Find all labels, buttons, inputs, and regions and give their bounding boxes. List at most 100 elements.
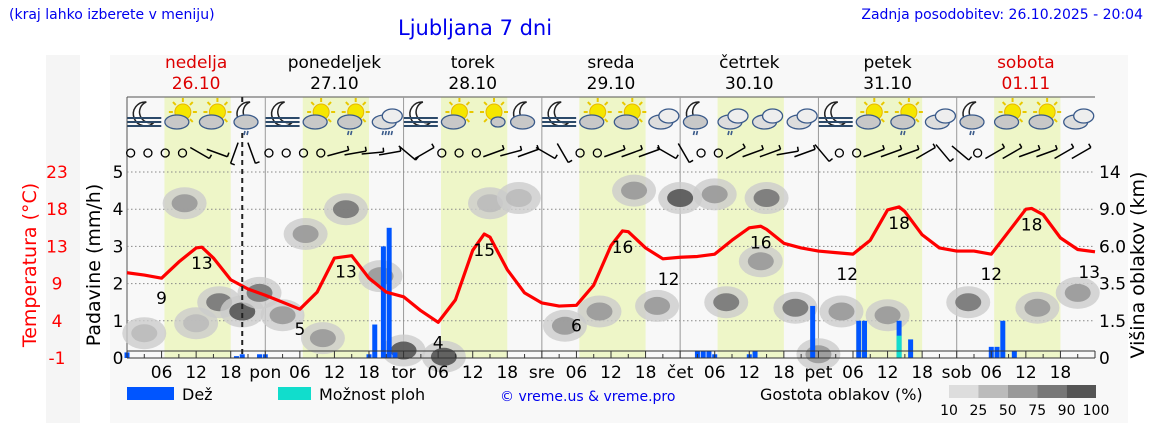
wind-feather — [742, 143, 746, 148]
sun-ray — [621, 101, 626, 106]
cloud-blob — [430, 347, 457, 366]
wind-shaft — [327, 149, 349, 157]
cloud-height-tick-label: 6.0 — [1099, 237, 1126, 257]
day-name: torek — [451, 53, 495, 73]
cloud-shape — [1073, 108, 1095, 124]
wind-shaft — [897, 148, 920, 158]
rain-bar — [856, 320, 862, 358]
sun-cloud-icon — [164, 98, 197, 130]
wind-calm-icon — [437, 148, 447, 158]
cloud-shape — [509, 114, 536, 130]
sun-ray — [863, 101, 868, 106]
wind-shaft — [951, 145, 970, 161]
wind-feather — [1054, 144, 1058, 150]
wind-feather — [230, 162, 235, 166]
location-menu-hint[interactable]: (kraj lahko izberete v meniju) — [9, 7, 215, 23]
x-tick-label: tor — [392, 363, 416, 383]
cloud-icon — [648, 108, 680, 130]
temp-tick-label: 23 — [46, 163, 68, 183]
cloud-shape — [440, 114, 467, 130]
wind-shaft — [621, 148, 643, 158]
cloud-shape — [233, 114, 259, 130]
temp-tick-label: 13 — [46, 237, 68, 257]
sun-ray — [915, 101, 920, 106]
rain-bar — [1011, 350, 1017, 358]
credit-link[interactable]: © vreme.us & vreme.pro — [500, 389, 675, 405]
wind-feather — [1018, 143, 1023, 148]
temp-tick-label: 4 — [52, 312, 63, 332]
x-tick-label: 12 — [600, 363, 622, 383]
wind-feather — [622, 144, 626, 150]
x-tick-label: pet — [804, 363, 832, 383]
wind-barb-icon — [247, 142, 260, 165]
temperature-label: 13 — [191, 254, 213, 274]
wind-shaft — [1002, 146, 1023, 160]
wind-barb-icon — [915, 143, 936, 160]
wind-shaft — [814, 144, 830, 162]
cloud-shape — [796, 108, 818, 124]
rain-drop — [903, 130, 906, 136]
wind-feather — [949, 158, 954, 163]
rain-bar — [810, 305, 816, 358]
cloud-shape — [993, 114, 1020, 130]
wind-feather — [519, 145, 523, 151]
x-tick-label: 12 — [324, 363, 346, 383]
sun-ray — [638, 101, 643, 106]
temperature-label: 16 — [750, 233, 772, 253]
cloud-shape — [1028, 114, 1054, 130]
temp-tick-label: 18 — [46, 200, 68, 220]
cloud-shape — [490, 116, 506, 128]
wind-calm-icon — [696, 148, 706, 158]
x-tick-label: čet — [667, 363, 694, 383]
wind-feather — [346, 145, 350, 151]
wind-shaft — [776, 150, 799, 156]
wind-shaft — [677, 143, 690, 163]
cloud-shape — [613, 114, 639, 130]
cloud-shape — [682, 114, 709, 130]
wind-barb-icon — [327, 145, 350, 157]
wind-shaft — [1018, 148, 1041, 158]
wind-calm-icon — [834, 148, 845, 158]
rain-bar — [380, 246, 386, 358]
rain-tick-label: 4 — [113, 200, 124, 220]
rain-drop — [381, 130, 385, 136]
moon-shape — [132, 101, 155, 127]
rain-bar — [700, 350, 706, 358]
sun-ray — [880, 118, 885, 123]
sun-ray — [172, 101, 177, 106]
cloud-density-tick: 50 — [999, 403, 1017, 419]
wind-feather — [828, 158, 833, 163]
temperature-label: 13 — [335, 263, 357, 283]
sun-ray — [189, 101, 194, 106]
rain-drop — [730, 130, 733, 136]
moon-cloud-icon — [509, 101, 536, 130]
sun-ray — [206, 101, 212, 106]
temp-axis-title: Temperatura (°C) — [19, 183, 41, 348]
x-tick-label: 06 — [289, 363, 311, 383]
x-tick-label: 12 — [877, 363, 899, 383]
x-tick-label: 06 — [151, 363, 173, 383]
daylight-band — [441, 97, 508, 358]
legend-rain-swatch — [127, 387, 174, 400]
wind-calm-icon — [125, 148, 136, 158]
wind-barb-icon — [414, 143, 435, 160]
legend-showers-swatch — [278, 387, 311, 400]
sun-cloud-icon — [1028, 98, 1062, 130]
cloud-shape — [761, 108, 784, 124]
wind-shaft — [794, 148, 816, 158]
sun-cloud-icon — [579, 98, 612, 130]
sun-cloud-rain-icon — [890, 98, 923, 136]
wind-feather — [899, 144, 903, 150]
wind-barb-icon — [604, 144, 626, 158]
wind-shaft — [880, 148, 902, 158]
day-name: ponedeljek — [288, 53, 382, 73]
temperature-label: 6 — [571, 316, 582, 336]
cloud-height-tick-label: 14 — [1099, 163, 1121, 183]
sun-ray — [465, 118, 471, 123]
rain-tick-label: 2 — [113, 275, 124, 295]
wind-feather — [1037, 144, 1041, 150]
wind-shaft — [1071, 146, 1092, 160]
temp-tick-label: -1 — [49, 349, 66, 369]
x-tick-label: 18 — [773, 363, 795, 383]
